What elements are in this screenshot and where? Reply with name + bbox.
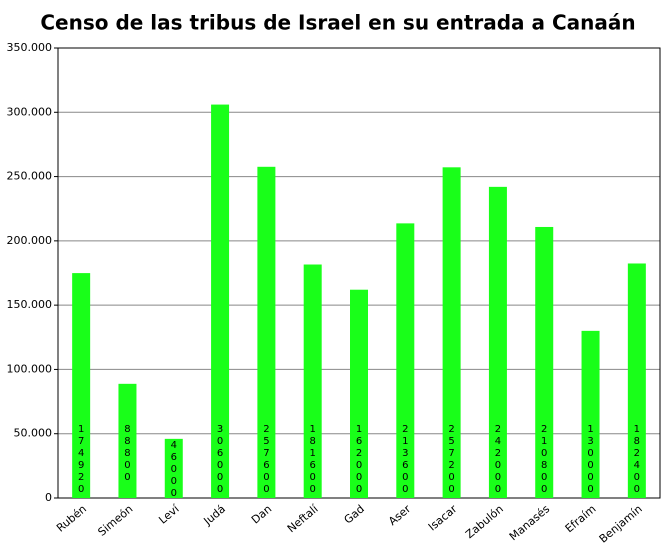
x-tick-label: Manasés [507, 502, 552, 543]
data-label: 88800 [122, 424, 133, 484]
bar [442, 167, 461, 499]
x-tick-label: Aser [386, 502, 414, 528]
data-label: 257600 [261, 424, 272, 496]
bar [211, 104, 230, 499]
y-tick-label: 150.000 [7, 298, 53, 311]
y-tick-label: 50.000 [14, 427, 53, 440]
x-tick-label: Leví [156, 502, 182, 527]
y-tick-label: 250.000 [7, 170, 53, 183]
x-tick-label: Zabulón [463, 502, 506, 541]
chart-title: Censo de las tribus de Israel en su entr… [40, 11, 635, 35]
bar [396, 223, 415, 498]
x-tick-label: Judá [201, 502, 228, 528]
bar [535, 226, 554, 498]
data-label: 181600 [307, 424, 318, 496]
bar [72, 273, 91, 498]
data-label: 242000 [492, 424, 503, 496]
data-label: 174920 [76, 424, 87, 496]
x-tick-label: Rubén [54, 502, 89, 534]
x-tick-label: Efraím [563, 502, 599, 535]
x-tick-label: Benjamín [597, 502, 645, 545]
bar [488, 186, 507, 498]
x-tick-label: Neftalí [285, 502, 322, 536]
data-label: 306000 [215, 424, 226, 496]
data-label: 46000 [168, 440, 179, 500]
bar [118, 383, 137, 498]
y-tick-label: 100.000 [7, 362, 53, 375]
y-tick-label: 350.000 [7, 41, 53, 54]
bar [581, 330, 600, 498]
x-tick-label: Isacar [426, 502, 460, 533]
data-label: 130000 [585, 424, 596, 496]
data-label: 182400 [631, 424, 642, 496]
bar [164, 438, 183, 498]
y-tick-label: 300.000 [7, 105, 53, 118]
y-tick-label: 200.000 [7, 234, 53, 247]
x-tick-label: Simeón [95, 502, 135, 538]
x-tick-label: Gad [342, 502, 367, 526]
x-tick-label: Dan [249, 502, 274, 526]
bar [257, 166, 276, 499]
bar [303, 264, 322, 498]
data-label: 257200 [446, 424, 457, 496]
bar [350, 289, 368, 498]
data-label: 213600 [400, 424, 411, 496]
data-label: 162000 [354, 424, 365, 496]
data-label: 210800 [539, 424, 550, 496]
bar [627, 263, 646, 498]
y-tick-label: 0 [45, 491, 52, 504]
